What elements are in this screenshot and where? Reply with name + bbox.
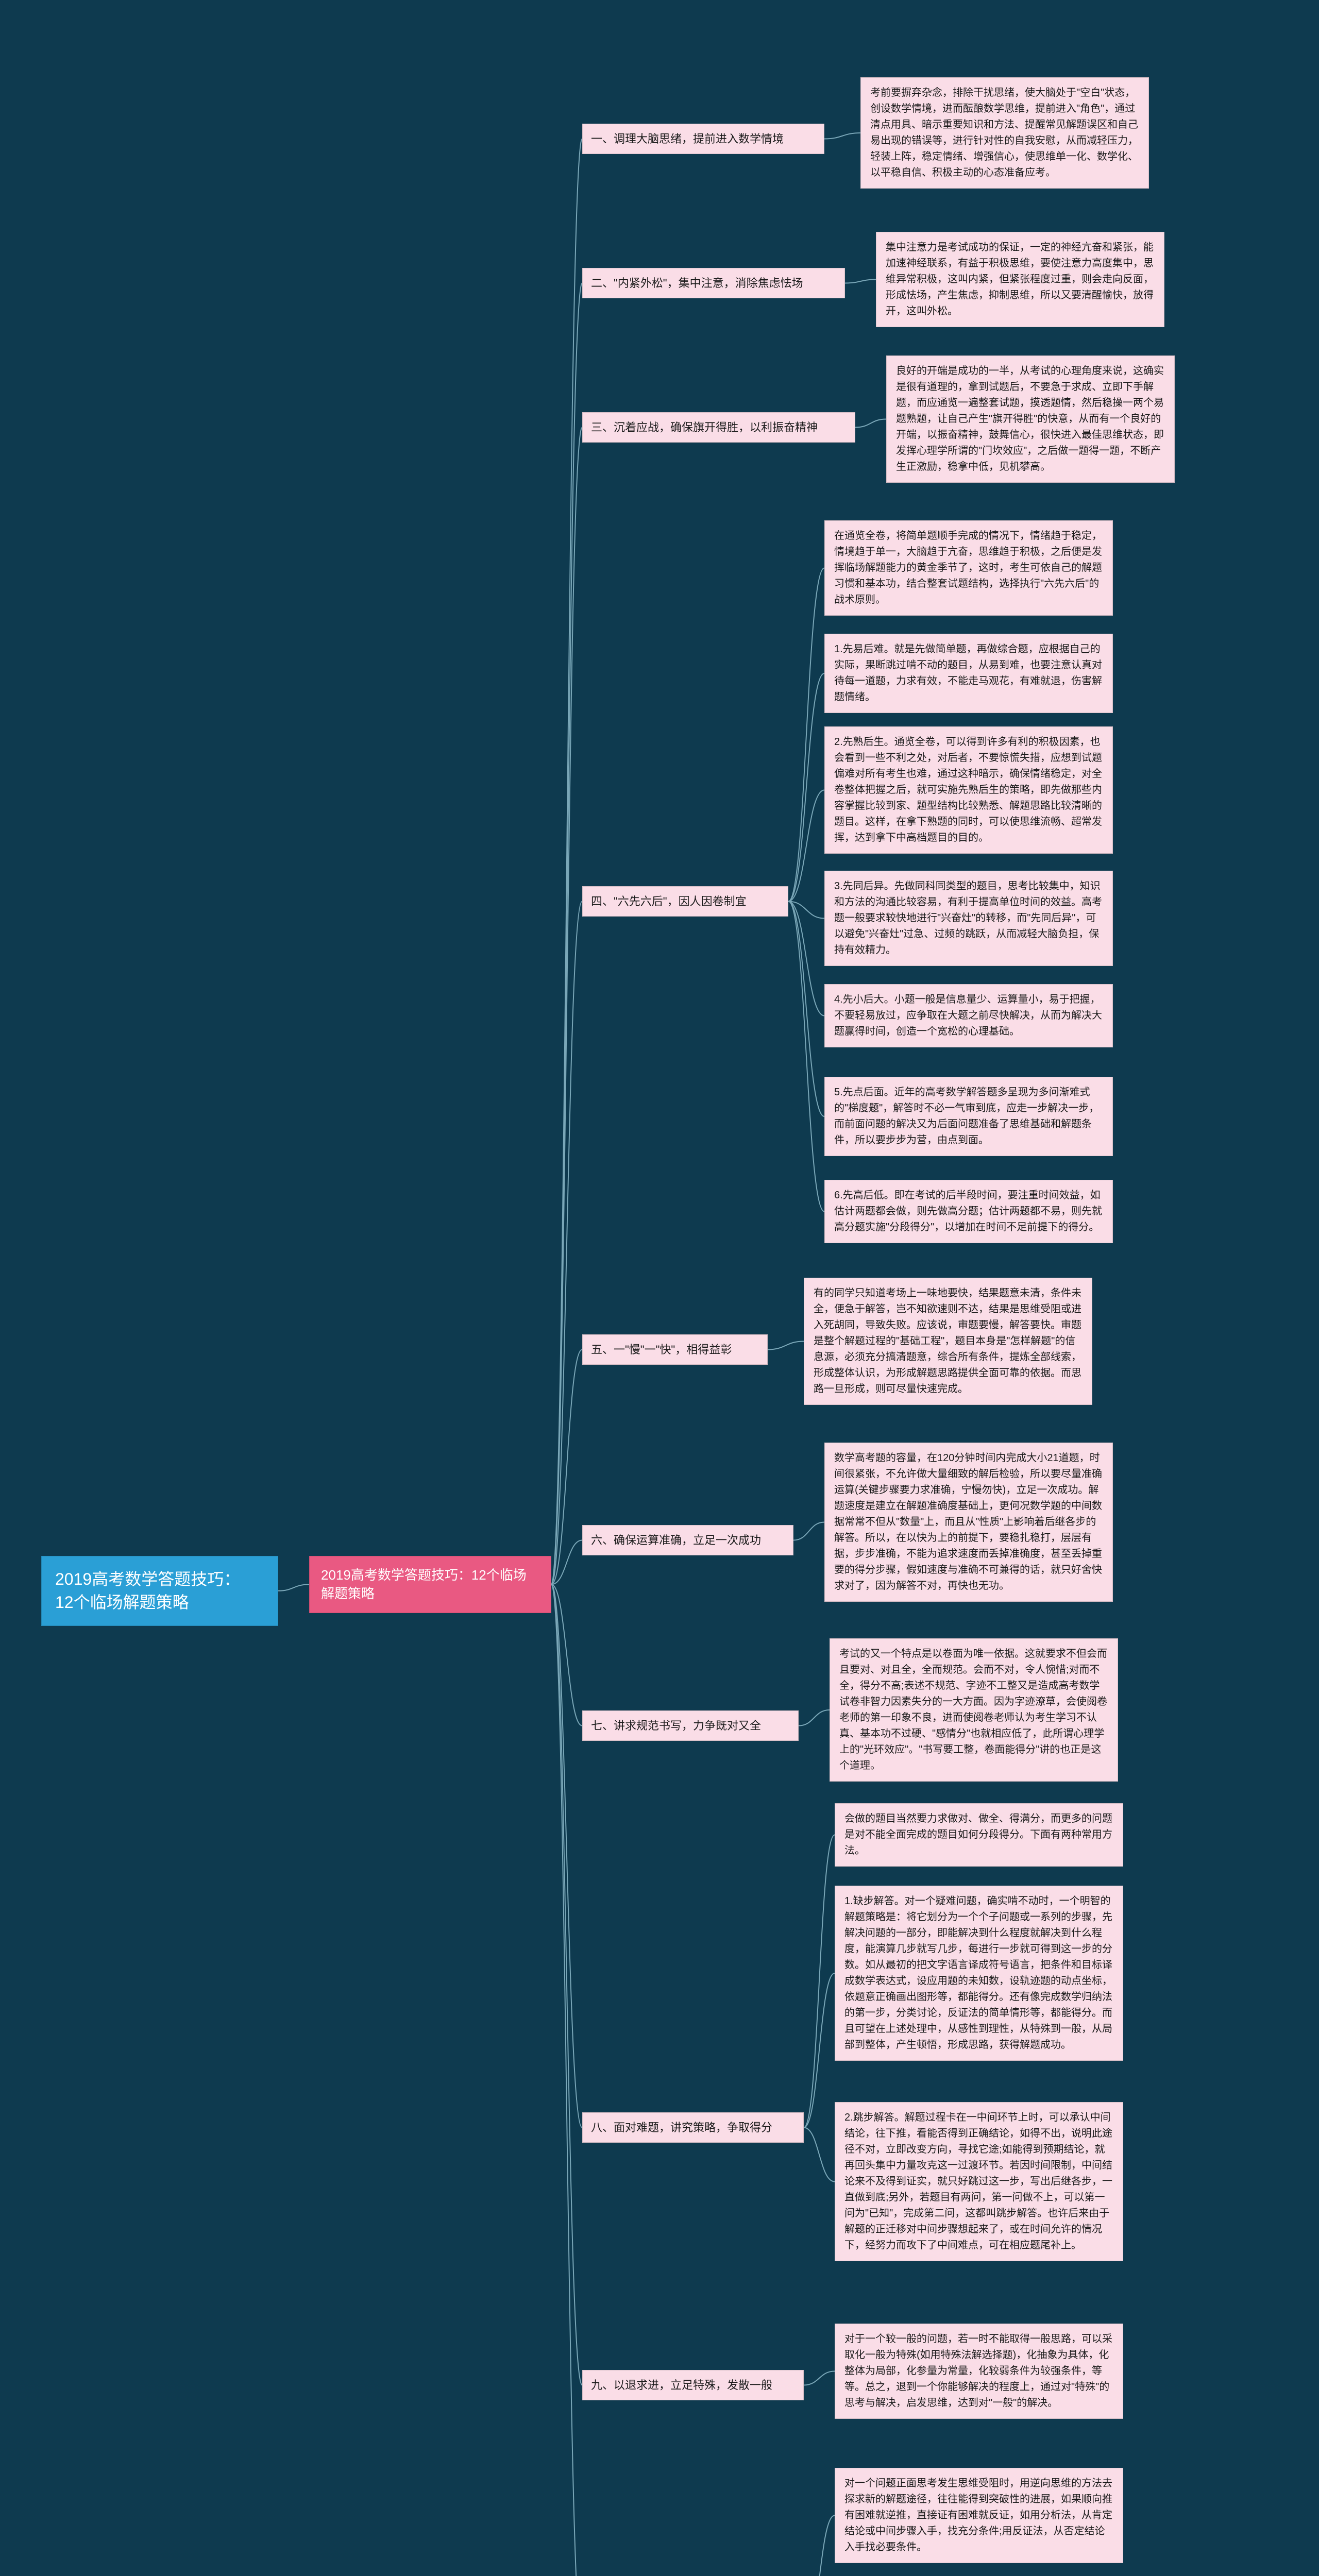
leaf-node: 集中注意力是考试成功的保证，一定的神经亢奋和紧张，能加速神经联系，有益于积极思维…	[876, 232, 1164, 327]
leaf-node: 4.先小后大。小题一般是信息量少、运算量小，易于把握，不要轻易放过，应争取在大题…	[824, 984, 1113, 1047]
leaf-node: 良好的开端是成功的一半，从考试的心理角度来说，这确实是很有道理的，拿到试题后，不…	[886, 355, 1175, 483]
leaf-node: 会做的题目当然要力求做对、做全、得满分，而更多的问题是对不能全面完成的题目如何分…	[835, 1803, 1123, 1867]
leaf-node: 数学高考题的容量，在120分钟时间内完成大小21道题，时间很紧张，不允许做大量细…	[824, 1443, 1113, 1602]
leaf-node: 考试的又一个特点是以卷面为唯一依据。这就要求不但会而且要对、对且全，全而规范。会…	[830, 1638, 1118, 1782]
subroot-node[interactable]: 2019高考数学答题技巧：12个临场 解题策略	[309, 1556, 551, 1613]
leaf-node: 考前要摒弃杂念，排除干扰思绪，使大脑处于"空白"状态，创设数学情境，进而酝酿数学…	[860, 77, 1149, 189]
leaf-node: 2.跳步解答。解题过程卡在一中间环节上时，可以承认中间结论，往下推，看能否得到正…	[835, 2102, 1123, 2261]
branch-node[interactable]: 五、一"慢"一"快"，相得益彰	[582, 1334, 768, 1365]
branch-node[interactable]: 七、讲求规范书写，力争既对又全	[582, 1710, 799, 1741]
branch-node[interactable]: 六、确保运算准确，立足一次成功	[582, 1525, 793, 1555]
root-node[interactable]: 2019高考数学答题技巧： 12个临场解题策略	[41, 1556, 278, 1626]
branch-node[interactable]: 八、面对难题，讲究策略，争取得分	[582, 2112, 804, 2143]
leaf-node: 3.先同后异。先做同科同类型的题目，思考比较集中，知识和方法的沟通比较容易，有利…	[824, 871, 1113, 966]
leaf-node: 1.先易后难。就是先做简单题，再做综合题，应根据自己的实际，果断跳过啃不动的题目…	[824, 634, 1113, 713]
mindmap-canvas: 2019高考数学答题技巧： 12个临场解题策略 2019高考数学答题技巧：12个…	[0, 0, 1319, 2576]
branch-node[interactable]: 九、以退求进，立足特殊，发散一般	[582, 2370, 804, 2400]
leaf-node: 对于一个较一般的问题，若一时不能取得一般思路，可以采取化一般为特殊(如用特殊法解…	[835, 2324, 1123, 2419]
leaf-node: 在通览全卷，将简单题顺手完成的情况下，情绪趋于稳定，情境趋于单一，大脑趋于亢奋，…	[824, 520, 1113, 616]
branch-node[interactable]: 三、沉着应战，确保旗开得胜，以利振奋精神	[582, 412, 855, 443]
leaf-node: 对一个问题正面思考发生思维受阻时，用逆向思维的方法去探求新的解题途径，往往能得到…	[835, 2468, 1123, 2563]
branch-node[interactable]: 二、"内紧外松"，集中注意，消除焦虑怯场	[582, 268, 845, 298]
leaf-node: 1.缺步解答。对一个疑难问题，确实啃不动时，一个明智的解题策略是：将它划分为一个…	[835, 1886, 1123, 2061]
leaf-node: 有的同学只知道考场上一味地要快，结果题意未清，条件未全，便急于解答，岂不知欲速则…	[804, 1278, 1092, 1405]
branch-node[interactable]: 一、调理大脑思绪，提前进入数学情境	[582, 124, 824, 154]
leaf-node: 6.先高后低。即在考试的后半段时间，要注重时间效益，如估计两题都会做，则先做高分…	[824, 1180, 1113, 1243]
leaf-node: 2.先熟后生。通览全卷，可以得到许多有利的积极因素，也会看到一些不利之处，对后者…	[824, 726, 1113, 854]
leaf-node: 5.先点后面。近年的高考数学解答题多呈现为多问渐难式的"梯度题"，解答时不必一气…	[824, 1077, 1113, 1156]
branch-node[interactable]: 四、"六先六后"，因人因卷制宜	[582, 886, 788, 917]
